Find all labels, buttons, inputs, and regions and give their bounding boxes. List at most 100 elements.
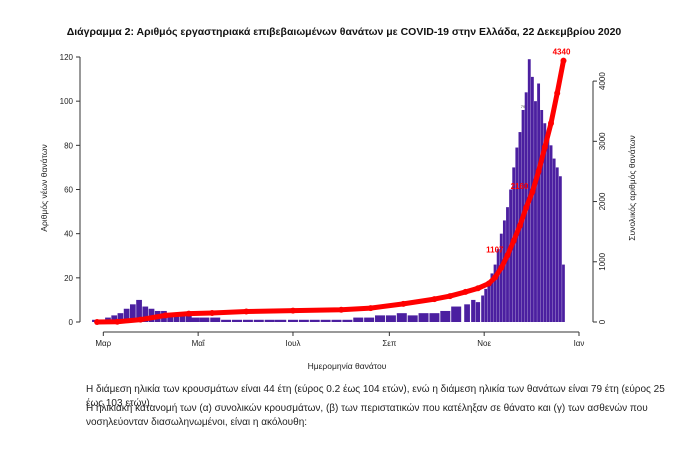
bar (342, 319, 353, 322)
cumulative-point (137, 316, 144, 323)
bar (129, 304, 136, 322)
cumulative-point (516, 222, 523, 229)
bar (309, 319, 320, 322)
bar (487, 282, 491, 322)
cumulative-point (554, 90, 561, 97)
bar (451, 306, 462, 322)
cumulative-labels-group: 1107 2160 4340 (486, 48, 571, 255)
bar-data-label: 79 (521, 104, 526, 109)
bar (396, 313, 407, 322)
bar (253, 319, 264, 322)
bar (527, 59, 531, 323)
bar (117, 313, 124, 322)
y-tick-label: 120 (60, 53, 74, 62)
bar (552, 158, 556, 322)
bar (530, 76, 534, 323)
cumulative-point (485, 280, 492, 287)
y-tick-label: 100 (60, 97, 74, 106)
bar (506, 207, 509, 322)
x-tick-label: Μαΐ (192, 339, 206, 348)
axes-group: 0 20 40 60 80 100 120 0 1000 2000 3000 4000 Μαρ Μαΐ Ιο… (60, 53, 607, 348)
cumulative-point (535, 168, 542, 175)
y2-tick-label: 2000 (598, 192, 607, 210)
bar (375, 315, 386, 323)
cumulative-line (94, 58, 566, 325)
bar (298, 319, 309, 322)
cumulative-point (475, 285, 481, 292)
bar (364, 317, 375, 322)
cumulative-point (185, 310, 192, 317)
cumulative-point (114, 318, 121, 325)
cumulative-point (431, 296, 438, 303)
bar (185, 315, 192, 323)
x-tick-label: Σεπ (382, 339, 397, 348)
bar (142, 306, 149, 322)
y-tick-label: 40 (64, 230, 73, 239)
bar (274, 319, 287, 322)
bar (555, 167, 559, 322)
bar (540, 110, 544, 322)
y2-tick-label: 4000 (598, 72, 607, 90)
bar (221, 319, 232, 322)
bar (493, 264, 497, 322)
bar (509, 189, 513, 322)
cumulative-point (560, 57, 567, 64)
bar (440, 310, 451, 322)
bar (353, 317, 364, 322)
bars-group (92, 59, 565, 323)
cumulative-data-label: 2160 (511, 182, 529, 191)
cumulative-line-group (94, 57, 567, 325)
cumulative-point (162, 312, 169, 319)
cumulative-point (523, 204, 530, 211)
bar (232, 319, 243, 322)
bar (484, 288, 488, 323)
caption-median-age: Η διάμεση ηλικία των κρουσμάτων είναι 44… (86, 384, 665, 409)
bar (331, 319, 342, 322)
bar (464, 304, 470, 322)
bar (320, 319, 331, 322)
bar (481, 295, 485, 322)
bar (136, 299, 142, 322)
y2-tick-label: 0 (598, 319, 607, 324)
bar (264, 319, 275, 322)
bar-labels-group: 79 (521, 104, 526, 109)
x-axis-title: Ημερομηνία θανάτου (308, 361, 387, 371)
y-tick-label: 0 (69, 318, 74, 327)
bar (111, 315, 118, 323)
bar (546, 132, 550, 322)
bar (502, 220, 506, 322)
cumulative-point (529, 188, 536, 195)
bar (496, 249, 500, 323)
cumulative-point (243, 308, 250, 315)
y2-tick-label: 1000 (598, 252, 607, 270)
cumulative-point (94, 319, 101, 325)
bar (558, 176, 562, 322)
cumulative-point (209, 310, 216, 316)
bar (385, 315, 396, 323)
cumulative-point (504, 252, 511, 259)
bar (490, 273, 494, 322)
cumulative-point (541, 144, 548, 151)
y-axis-title: Αριθμός νέων θανάτων (39, 144, 49, 231)
x-tick-label: Νοε (477, 339, 491, 348)
x-tick-label: Μαρ (95, 339, 111, 348)
bar (210, 317, 221, 322)
cumulative-point (548, 120, 554, 127)
chart-title: Διάγραμμα 2: Αριθμός εργαστηριακά επιβεβ… (66, 26, 622, 38)
cumulative-data-label: 4340 (553, 48, 571, 57)
caption-age-distribution: Η ηλικιακή κατανομή των (α) συνολικών κρ… (86, 403, 648, 428)
x-tick-label: Ιαν (574, 339, 585, 348)
bar (429, 313, 440, 322)
bar (537, 83, 541, 322)
cumulative-point (510, 237, 517, 244)
cumulative-point (447, 293, 453, 300)
y-tick-label: 80 (64, 141, 73, 150)
bar (475, 302, 481, 323)
cumulative-point (498, 264, 505, 271)
bar (199, 317, 210, 322)
bar (562, 264, 565, 322)
bar (287, 319, 298, 322)
cumulative-point (367, 305, 374, 312)
bar (123, 308, 130, 322)
